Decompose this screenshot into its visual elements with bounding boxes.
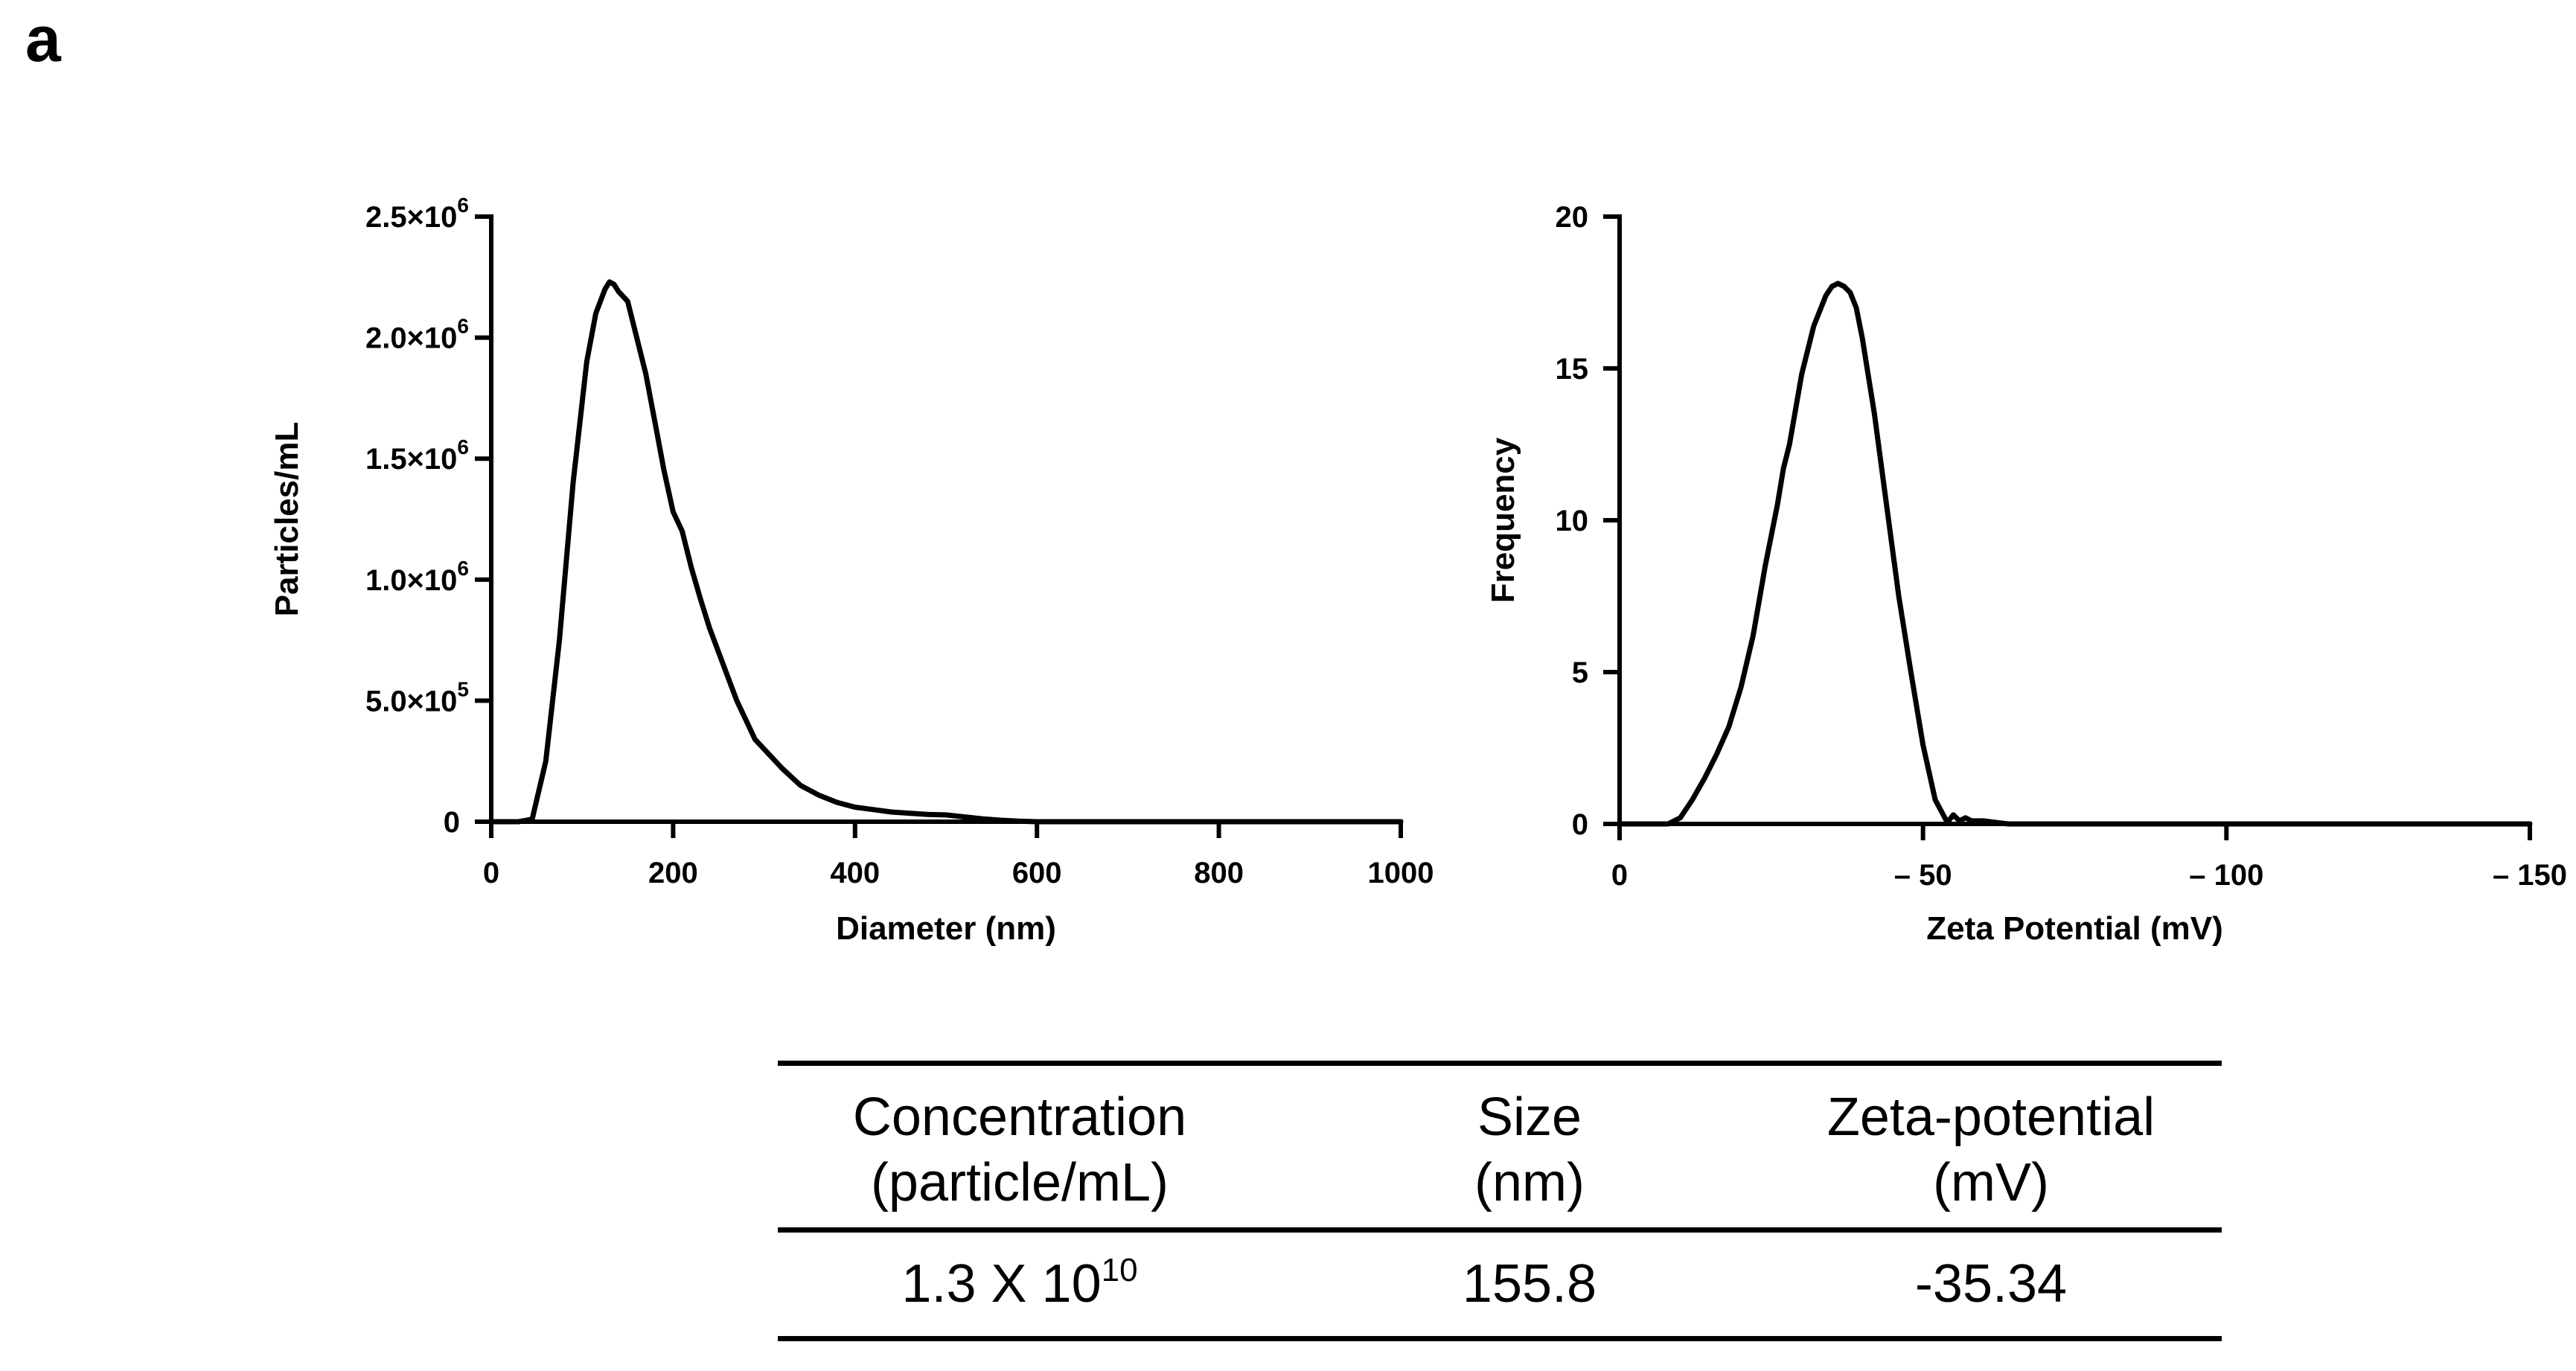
y-tick-label: 1.0×106: [365, 557, 469, 597]
panel-label: a: [25, 4, 61, 75]
x-tick-label: 0: [483, 857, 499, 889]
series-line: [1617, 281, 2533, 827]
table-top-rule: [778, 1061, 2222, 1066]
y-tick-label: 20: [1556, 201, 1589, 234]
y-tick-label: 2.0×106: [365, 315, 469, 355]
header-concentration-line2: (particle/mL): [870, 1153, 1169, 1212]
concentration-exponent: 10: [1101, 1252, 1138, 1288]
x-tick-label: 800: [1194, 857, 1244, 889]
header-size: Size (nm): [1262, 1084, 1797, 1215]
series-line: [488, 279, 1404, 825]
header-zeta-line2: (mV): [1933, 1153, 2049, 1212]
x-tick-label: 400: [830, 857, 880, 889]
x-axis-title: Zeta Potential (mV): [1926, 910, 2223, 947]
y-tick-label: 5.0×105: [365, 677, 469, 718]
x-axis-title: Diameter (nm): [836, 910, 1056, 947]
header-zeta-potential: Zeta-potential (mV): [1745, 1084, 2237, 1215]
y-tick-label: 5: [1572, 656, 1588, 689]
y-tick-label: 10: [1556, 505, 1589, 537]
header-size-line1: Size: [1477, 1087, 1582, 1147]
header-concentration: Concentration (particle/mL): [778, 1084, 1262, 1215]
y-tick-label: 0: [444, 806, 460, 839]
y-tick-label: 1.5×106: [365, 435, 469, 476]
concentration-mantissa: 1.3 X 10: [901, 1254, 1102, 1314]
y-tick-label: 0: [1572, 808, 1588, 841]
x-tick-label: 200: [648, 857, 698, 889]
x-tick-label: – 50: [1894, 859, 1952, 892]
table-mid-rule: [778, 1227, 2222, 1233]
header-size-line2: (nm): [1474, 1153, 1585, 1212]
x-tick-label: 1000: [1368, 857, 1434, 889]
y-tick-label: 2.5×106: [365, 194, 469, 234]
x-tick-label: – 100: [2189, 859, 2263, 892]
x-tick-label: 0: [1611, 859, 1628, 892]
cell-zeta: -35.34: [1914, 1254, 2068, 1314]
y-axis-title: Frequency: [1485, 437, 1521, 603]
cell-concentration: 1.3 X 1010: [778, 1251, 1262, 1317]
y-tick-label: 15: [1556, 353, 1589, 386]
header-zeta-line1: Zeta-potential: [1826, 1087, 2155, 1147]
y-axis-title: Particles/mL: [269, 422, 305, 617]
cell-size: 155.8: [1462, 1254, 1597, 1314]
header-concentration-line1: Concentration: [852, 1087, 1187, 1147]
x-tick-label: 600: [1012, 857, 1062, 889]
x-tick-label: – 150: [2493, 859, 2567, 892]
table-bottom-rule: [778, 1336, 2222, 1341]
